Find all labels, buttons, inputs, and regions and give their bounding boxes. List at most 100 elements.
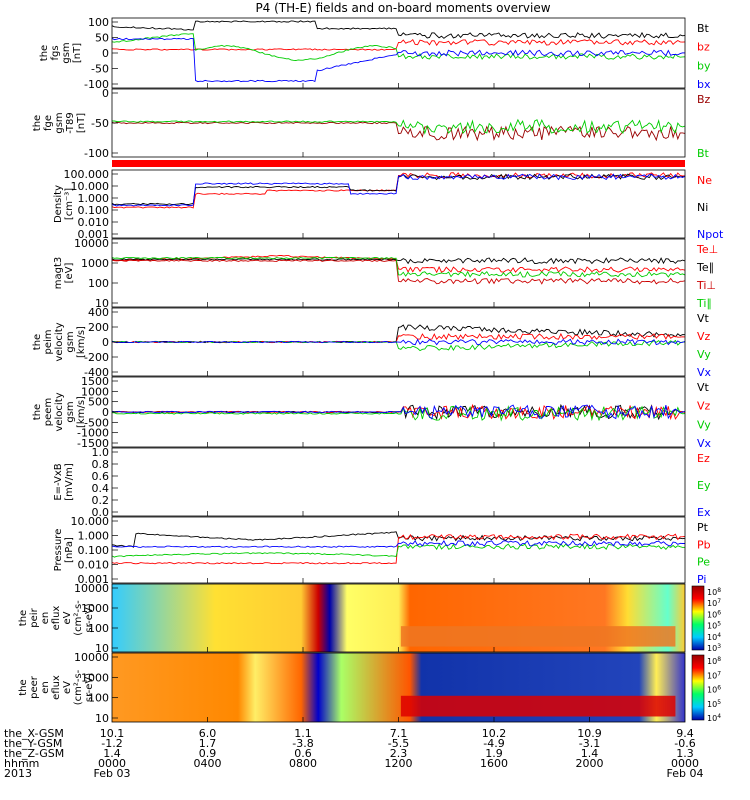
legend-Bz: Bz [697,93,711,106]
y-axis-label: velocity [54,392,65,431]
y-axis-label: [eV] [64,263,75,284]
colorbar-tick-exponent: 7 [717,670,721,677]
legend-Te⊥: Te⊥ [696,243,718,256]
y-tick-label: -50 [91,63,109,76]
y-axis-label: fge [43,115,54,131]
colorbar-tick-exponent: 6 [717,609,721,616]
x-axis-value: 6.0 [199,727,217,740]
y-axis-label: velocity [54,322,65,361]
trace-bz [111,38,686,51]
y-axis-label: the [32,115,43,131]
legend-Vt: Vt [697,312,710,325]
x-axis-value: 1.1 [294,727,312,740]
legend-Pt: Pt [697,521,709,534]
legend-Ez: Ez [697,452,710,465]
colorbar-tick-exponent: 3 [717,643,721,650]
y-axis-label: eV [62,681,73,694]
panel-1: 100 50 0 -50 -100 the fgs gsm [nT] Bt bz by bx [39,16,711,91]
colorbar-tick-exponent: 8 [717,656,721,663]
y-tick-label: 1500 [81,375,109,388]
y-tick-label: -1000 [77,427,109,440]
x-axis-row-label: the_X-GSM [4,727,64,740]
y-axis-label: gsm [65,331,76,352]
y-axis-label: (cm²-s- [73,669,84,705]
y-tick-label: 0.6 [92,470,110,483]
colorbar-tick-label: 104 [707,713,721,723]
trace-Ti∥ [111,256,686,278]
colorbar-tick-label: 104 [707,632,721,642]
y-axis-label: peer [29,675,40,699]
y-tick-label: 0 [102,336,109,349]
y-axis-label: [mV/m] [64,463,75,501]
x-axis-value: 1.7 [199,737,217,750]
y-tick-label: 10 [95,712,109,725]
y-tick-label: 0.010 [78,216,110,229]
x-axis-value: 0000 [98,757,126,770]
x-axis-row-label: the_Y-GSM [4,737,62,750]
y-tick-label: 0 [102,47,109,60]
x-axis-value: 10.9 [577,727,602,740]
heatmap-band [400,626,676,647]
y-tick-label: -400 [84,366,109,379]
y-axis-label: gsm [65,401,76,422]
x-axis-value: 9.4 [676,727,694,740]
y-axis-label: the [18,679,29,695]
y-axis-label: [nPa] [64,537,75,563]
x-axis-value: 1.4 [103,747,121,760]
x-axis-value: 10.1 [100,727,125,740]
legend-Pi: Pi [697,573,706,586]
colorbar-tick-label: 106 [707,609,721,619]
legend-bz: bz [697,41,710,54]
legend-Ni: Ni [697,201,708,214]
colorbar-tick-label: 107 [707,670,721,680]
x-axis-value: -0.6 [674,737,695,750]
y-axis-label: the [32,334,43,350]
x-axis-value: -3.1 [579,737,600,750]
y-axis-label: eV [62,611,73,624]
y-axis-label: peir [29,607,40,627]
colorbar-tick-label: 107 [707,598,721,608]
y-tick-label: 100 [88,622,109,635]
colorbar-tick-label: 108 [707,587,721,597]
y-axis-label: -T89 [65,112,76,134]
legend-Vz: Vz [697,330,711,343]
y-tick-label: 100.000 [64,168,110,181]
figure-title: P4 (TH-E) fields and on-board moments ov… [255,1,550,15]
trace-by [111,33,686,61]
trace-Vz [111,403,686,421]
legend-Ex: Ex [697,506,711,519]
colorbar-tick-exponent: 4 [717,713,721,720]
y-axis-label: sr-eV) [84,673,95,702]
y-axis-label: eflux [51,606,62,631]
legend-Vx: Vx [697,366,712,379]
x-axis-value: 1600 [480,757,508,770]
legend-Vy: Vy [697,348,711,361]
y-tick-label: 10 [95,297,109,310]
trace-Pi [111,540,685,548]
y-axis-label: en [40,681,51,694]
y-axis-label: peim [43,329,54,354]
colorbar-tick-label: 105 [707,621,721,631]
y-tick-label: -500 [84,416,109,429]
trace-Vt [111,324,686,344]
y-axis-label: (cm²-s- [73,600,84,636]
panel-2: 0 -50 -100 the fge gsm -T89 [nT] Bz Bt [32,87,711,160]
y-tick-label: 1000 [81,385,109,398]
y-axis-label: sr-eV) [84,603,95,632]
panel-7: 1.00.80.60.40.20.0 E=-VxB [mV/m] Ez Ey Ex [53,446,711,519]
y-tick-label: 400 [88,306,109,319]
colorbar-tick-exponent: 5 [717,621,721,628]
x-axis-value: 0800 [289,757,317,770]
trace-Vy [111,405,686,422]
trace-Te∥ [111,257,686,265]
x-axis-value: 0400 [194,757,222,770]
x-axis-value: 2000 [576,757,604,770]
trace-bx [111,37,686,83]
colorbar-tick-exponent: 4 [717,632,721,639]
y-tick-label: 1.000 [78,192,110,205]
y-tick-label: 10000 [74,582,109,595]
y-tick-label: 100 [88,692,109,705]
